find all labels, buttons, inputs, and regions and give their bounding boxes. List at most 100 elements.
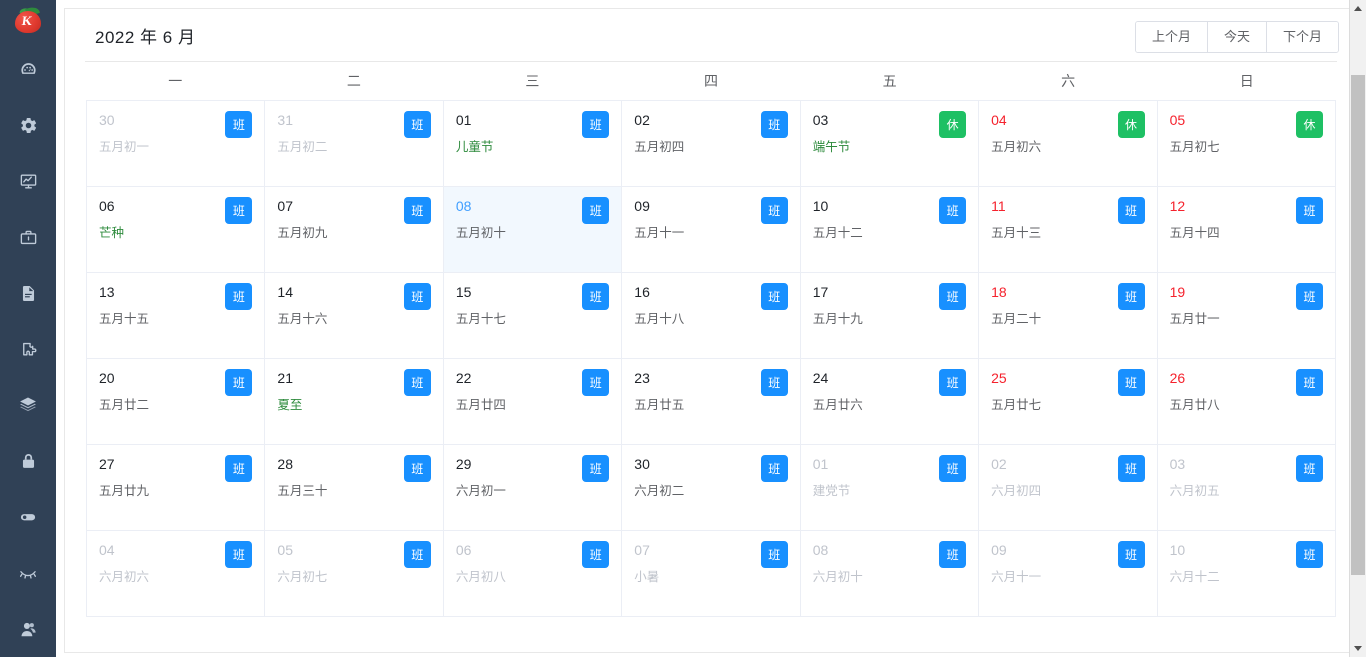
- calendar-day-cell[interactable]: 13 五月十五 班: [87, 273, 266, 359]
- calendar-day-cell[interactable]: 28 五月三十 班: [265, 445, 444, 531]
- sidebar-item-toggle[interactable]: [0, 489, 56, 545]
- calendar-day-cell[interactable]: 01 儿童节 班: [443, 101, 623, 187]
- work-day-badge[interactable]: 班: [760, 111, 788, 138]
- work-day-badge[interactable]: 班: [939, 197, 967, 224]
- calendar-day-cell[interactable]: 14 五月十六 班: [265, 273, 444, 359]
- sidebar-item-dashboard[interactable]: [0, 41, 56, 97]
- calendar-day-cell[interactable]: 11 五月十三 班: [979, 187, 1158, 273]
- work-day-badge[interactable]: 班: [582, 111, 610, 138]
- work-day-badge[interactable]: 班: [403, 541, 431, 568]
- work-day-badge[interactable]: 班: [225, 455, 253, 482]
- calendar-day-cell[interactable]: 07 小暑 班: [622, 531, 801, 617]
- work-day-badge[interactable]: 班: [403, 283, 431, 310]
- work-day-badge[interactable]: 班: [1117, 283, 1145, 310]
- calendar-day-cell[interactable]: 30 五月初一 班: [87, 101, 266, 187]
- work-day-badge[interactable]: 班: [939, 541, 967, 568]
- work-day-badge[interactable]: 班: [760, 283, 788, 310]
- calendar-day-cell[interactable]: 01 建党节 班: [800, 445, 980, 531]
- calendar-day-cell[interactable]: 07 五月初九 班: [265, 187, 444, 273]
- sidebar-item-document[interactable]: [0, 265, 56, 321]
- work-day-badge[interactable]: 班: [760, 541, 788, 568]
- today-button[interactable]: 今天: [1206, 22, 1266, 52]
- work-day-badge[interactable]: 班: [582, 283, 610, 310]
- work-day-badge[interactable]: 班: [582, 369, 610, 396]
- calendar-day-cell[interactable]: 27 五月廿九 班: [87, 445, 266, 531]
- work-day-badge[interactable]: 班: [225, 541, 253, 568]
- calendar-day-cell[interactable]: 08 六月初十 班: [800, 531, 980, 617]
- calendar-day-cell[interactable]: 20 五月廿二 班: [87, 359, 266, 445]
- rest-day-badge[interactable]: 休: [1296, 111, 1323, 138]
- work-day-badge[interactable]: 班: [760, 197, 788, 224]
- scroll-down-arrow-icon[interactable]: [1350, 640, 1366, 657]
- calendar-day-cell[interactable]: 12 五月十四 班: [1157, 187, 1336, 273]
- calendar-day-cell[interactable]: 10 六月十二 班: [1157, 531, 1336, 617]
- app-logo[interactable]: K: [0, 0, 56, 41]
- calendar-day-cell[interactable]: 17 五月十九 班: [800, 273, 980, 359]
- calendar-day-cell[interactable]: 16 五月十八 班: [622, 273, 801, 359]
- rest-day-badge[interactable]: 休: [1117, 111, 1145, 138]
- work-day-badge[interactable]: 班: [939, 369, 967, 396]
- sidebar-item-users[interactable]: [0, 601, 56, 657]
- sidebar-item-layers[interactable]: [0, 377, 56, 433]
- calendar-day-cell[interactable]: 02 六月初四 班: [979, 445, 1158, 531]
- next-month-button[interactable]: 下个月: [1265, 22, 1338, 52]
- work-day-badge[interactable]: 班: [1296, 283, 1323, 310]
- calendar-day-cell[interactable]: 30 六月初二 班: [622, 445, 801, 531]
- calendar-day-cell[interactable]: 22 五月廿四 班: [443, 359, 623, 445]
- calendar-day-cell[interactable]: 04 五月初六 休: [979, 101, 1158, 187]
- work-day-badge[interactable]: 班: [939, 283, 967, 310]
- calendar-day-cell[interactable]: 31 五月初二 班: [265, 101, 444, 187]
- sidebar-item-monitor[interactable]: [0, 153, 56, 209]
- work-day-badge[interactable]: 班: [403, 111, 431, 138]
- sidebar-item-hidden[interactable]: [0, 545, 56, 601]
- work-day-badge[interactable]: 班: [1117, 197, 1145, 224]
- sidebar-item-security[interactable]: [0, 433, 56, 489]
- calendar-day-cell[interactable]: 29 六月初一 班: [443, 445, 623, 531]
- rest-day-badge[interactable]: 休: [939, 111, 967, 138]
- work-day-badge[interactable]: 班: [225, 197, 253, 224]
- work-day-badge[interactable]: 班: [403, 455, 431, 482]
- calendar-day-cell[interactable]: 06 六月初八 班: [443, 531, 623, 617]
- calendar-day-cell[interactable]: 05 六月初七 班: [265, 531, 444, 617]
- calendar-day-cell[interactable]: 18 五月二十 班: [979, 273, 1158, 359]
- calendar-day-cell[interactable]: 10 五月十二 班: [800, 187, 980, 273]
- prev-month-button[interactable]: 上个月: [1135, 22, 1207, 52]
- work-day-badge[interactable]: 班: [1117, 455, 1145, 482]
- work-day-badge[interactable]: 班: [1296, 197, 1323, 224]
- calendar-day-cell[interactable]: 05 五月初七 休: [1157, 101, 1336, 187]
- calendar-day-cell[interactable]: 23 五月廿五 班: [622, 359, 801, 445]
- calendar-day-cell[interactable]: 25 五月廿七 班: [979, 359, 1158, 445]
- calendar-day-cell[interactable]: 06 芒种 班: [87, 187, 266, 273]
- calendar-day-cell[interactable]: 03 端午节 休: [800, 101, 980, 187]
- calendar-day-cell[interactable]: 08 五月初十 班: [443, 187, 623, 273]
- calendar-day-cell[interactable]: 15 五月十七 班: [443, 273, 623, 359]
- calendar-day-cell[interactable]: 21 夏至 班: [265, 359, 444, 445]
- calendar-day-cell[interactable]: 04 六月初六 班: [87, 531, 266, 617]
- calendar-day-cell[interactable]: 26 五月廿八 班: [1157, 359, 1336, 445]
- calendar-day-cell[interactable]: 09 五月十一 班: [622, 187, 801, 273]
- work-day-badge[interactable]: 班: [1296, 541, 1323, 568]
- work-day-badge[interactable]: 班: [403, 197, 431, 224]
- work-day-badge[interactable]: 班: [1117, 369, 1145, 396]
- scrollbar-thumb[interactable]: [1351, 75, 1365, 575]
- calendar-day-cell[interactable]: 02 五月初四 班: [622, 101, 801, 187]
- vertical-scrollbar[interactable]: [1349, 0, 1366, 657]
- work-day-badge[interactable]: 班: [1296, 455, 1323, 482]
- calendar-day-cell[interactable]: 03 六月初五 班: [1157, 445, 1336, 531]
- work-day-badge[interactable]: 班: [760, 455, 788, 482]
- work-day-badge[interactable]: 班: [582, 455, 610, 482]
- work-day-badge[interactable]: 班: [225, 369, 253, 396]
- calendar-day-cell[interactable]: 24 五月廿六 班: [800, 359, 980, 445]
- calendar-day-cell[interactable]: 09 六月十一 班: [979, 531, 1158, 617]
- sidebar-item-toolbox[interactable]: [0, 209, 56, 265]
- sidebar-item-plugins[interactable]: [0, 321, 56, 377]
- work-day-badge[interactable]: 班: [939, 455, 967, 482]
- sidebar-item-settings[interactable]: [0, 97, 56, 153]
- work-day-badge[interactable]: 班: [582, 197, 610, 224]
- calendar-day-cell[interactable]: 19 五月廿一 班: [1157, 273, 1336, 359]
- work-day-badge[interactable]: 班: [225, 283, 253, 310]
- work-day-badge[interactable]: 班: [582, 541, 610, 568]
- work-day-badge[interactable]: 班: [225, 111, 253, 138]
- work-day-badge[interactable]: 班: [1296, 369, 1323, 396]
- scroll-up-arrow-icon[interactable]: [1350, 0, 1366, 17]
